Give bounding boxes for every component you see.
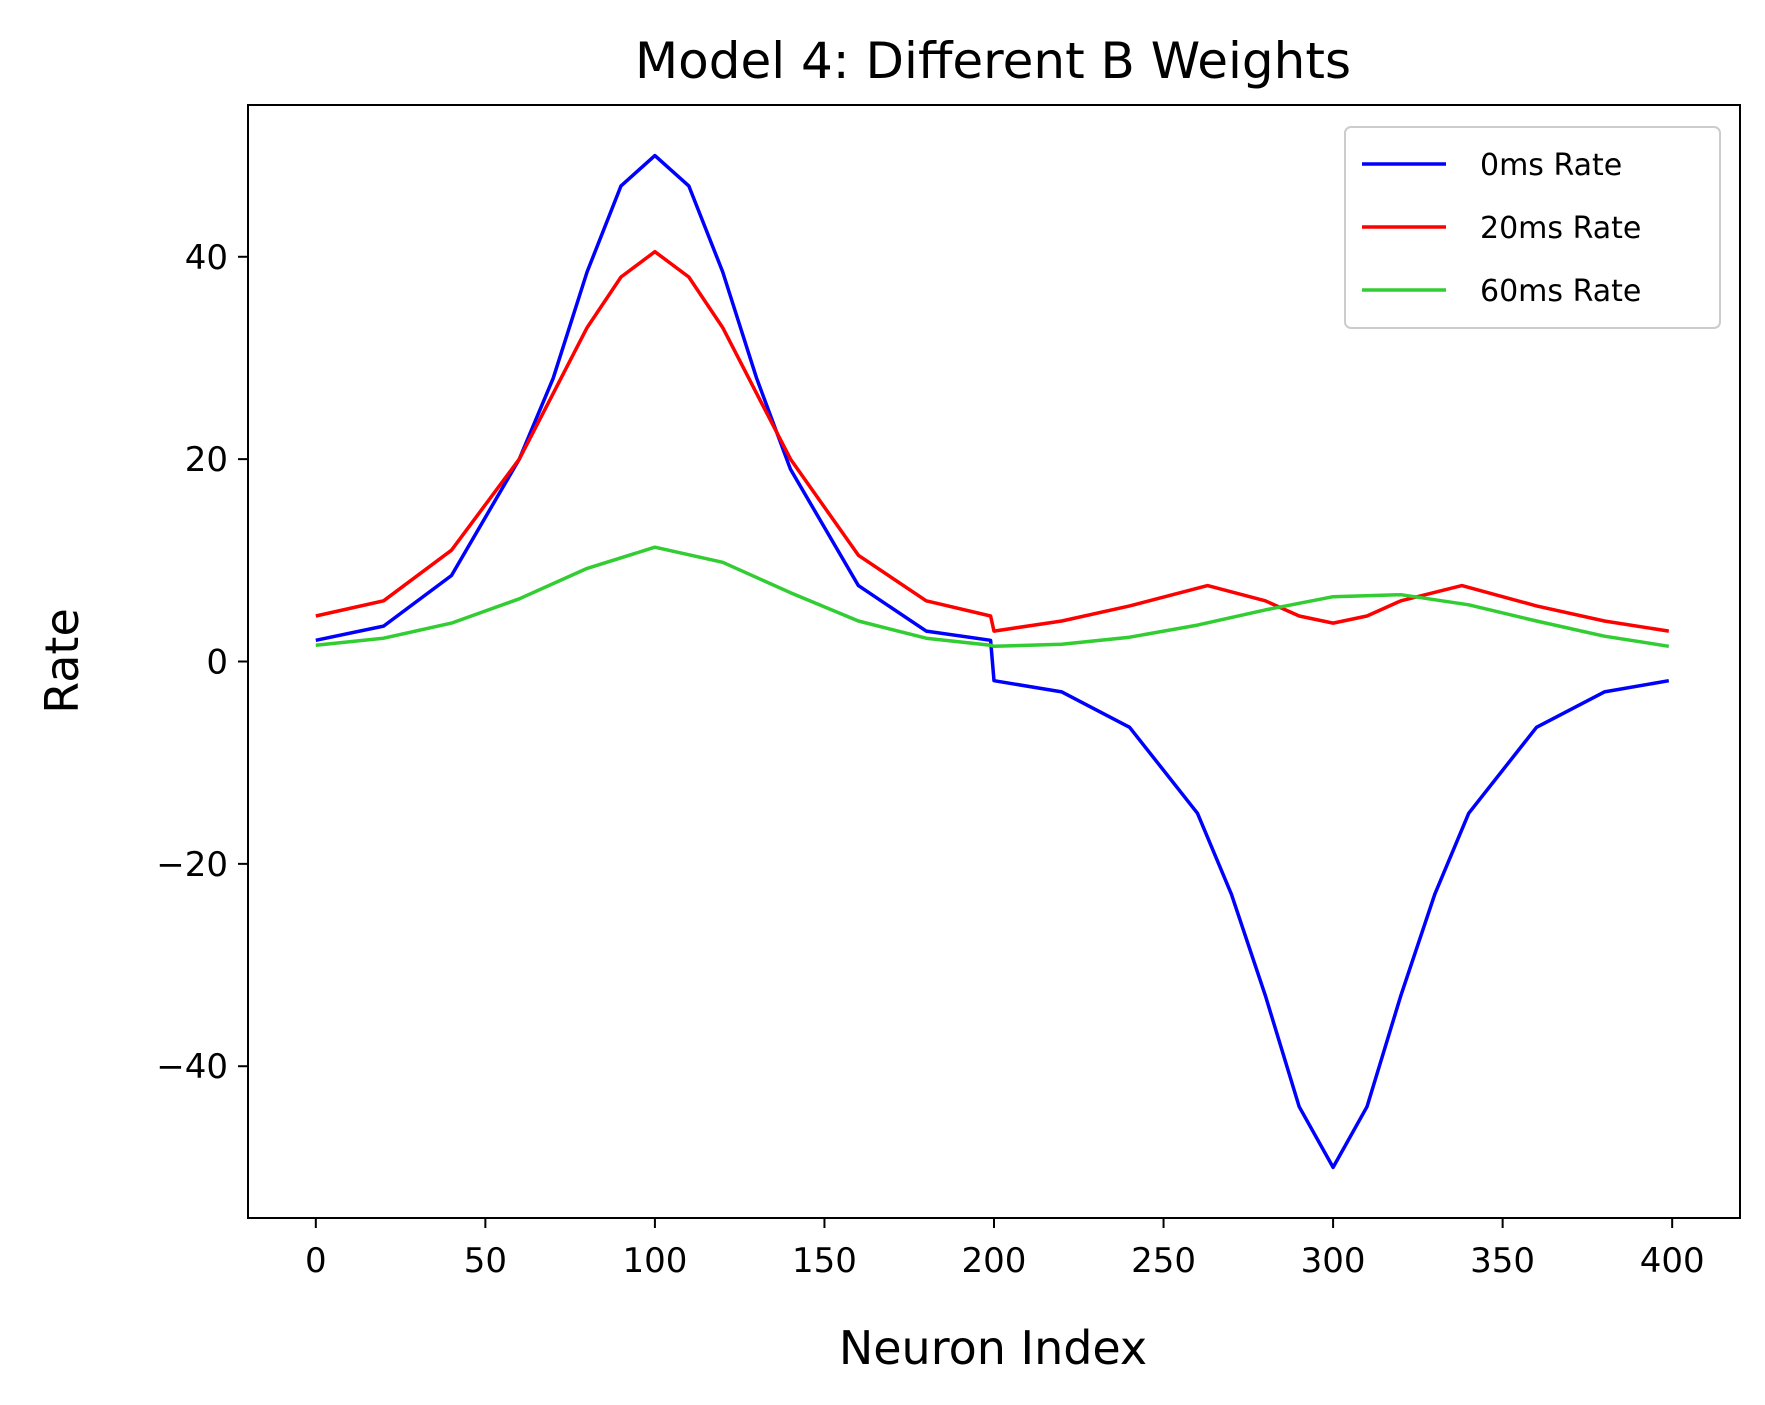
x-axis-ticks: 0 50 100 150 200 250 300 350 400	[305, 1218, 1705, 1281]
y-axis-ticks: −40 −20 0 20 40	[156, 238, 248, 1087]
legend-box	[1344, 126, 1721, 329]
y-axis-label: Rate	[35, 608, 89, 713]
chart-title: Model 4: Different B Weights	[635, 32, 1351, 90]
x-tick-label: 100	[622, 1241, 687, 1281]
x-tick-label: 350	[1470, 1241, 1535, 1281]
x-tick-label: 250	[1131, 1241, 1196, 1281]
legend-label-60ms: 60ms Rate	[1480, 274, 1641, 309]
legend-label-0ms: 0ms Rate	[1480, 148, 1622, 183]
legend: 0ms Rate 20ms Rate 60ms Rate	[1344, 126, 1721, 329]
series-line-0ms-rate	[315, 153, 1670, 1170]
x-tick-label: 50	[464, 1241, 507, 1281]
x-tick-label: 400	[1640, 1241, 1705, 1281]
y-tick-label: 20	[185, 440, 228, 480]
y-tick-label: −20	[156, 845, 228, 885]
legend-label-20ms: 20ms Rate	[1480, 211, 1641, 246]
x-tick-label: 200	[962, 1241, 1027, 1281]
x-tick-label: 300	[1301, 1241, 1366, 1281]
series-line-20ms-rate	[315, 249, 1670, 633]
x-tick-label: 0	[305, 1241, 327, 1281]
y-tick-label: −40	[156, 1047, 228, 1087]
y-tick-label: 40	[185, 238, 228, 278]
x-axis-label: Neuron Index	[839, 1321, 1147, 1375]
plot-lines	[315, 153, 1670, 1170]
series-line-60ms-rate	[315, 545, 1670, 649]
y-tick-label: 0	[206, 643, 228, 683]
x-tick-label: 150	[792, 1241, 857, 1281]
